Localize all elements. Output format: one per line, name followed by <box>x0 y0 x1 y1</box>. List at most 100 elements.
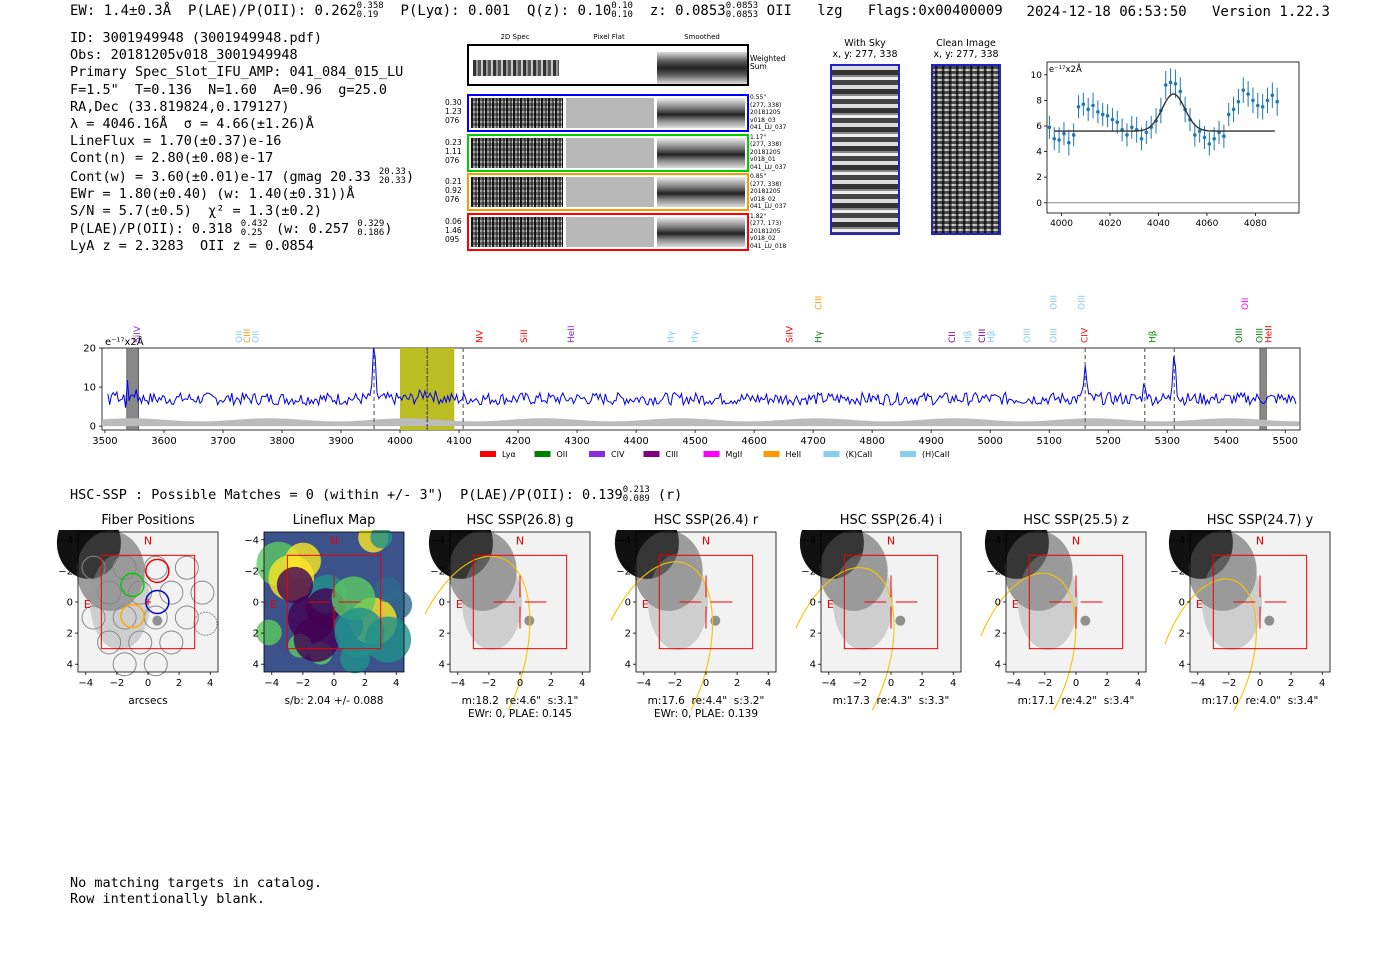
z-line: OII <box>766 3 792 19</box>
y-tick-label: 2 <box>625 629 631 640</box>
data-point <box>1081 102 1086 107</box>
galaxy-outskirts <box>648 554 708 650</box>
panel-caption-line1: s/b: 2.04 +/- 0.088 <box>284 695 384 707</box>
cutout-smoothed <box>657 98 745 128</box>
line-label: Hγ <box>691 330 701 343</box>
x-tick-label: 5100 <box>1036 436 1061 447</box>
info-lineflux: LineFlux = 1.70(±0.37)e-16 <box>70 133 282 150</box>
cutout-left-stat: 1.46 <box>445 225 462 235</box>
data-point <box>1270 93 1275 98</box>
info-plae: P(LAE)/P(OII): 0.318 0.432 0.25 (w: 0.257… <box>70 219 393 239</box>
y-tick-label: 0 <box>253 598 259 609</box>
data-point <box>1241 88 1246 92</box>
qz-value: Q(z): 0.10 <box>526 3 612 19</box>
galaxy-outskirts <box>833 554 893 650</box>
y-tick-label: −4 <box>616 535 631 546</box>
target-source <box>152 615 163 626</box>
qz-lo: 0.10 <box>611 10 633 20</box>
line-label: OIII <box>1023 328 1033 343</box>
x-tick-label: 5200 <box>1095 436 1120 447</box>
footer-line2: Row intentionally blank. <box>70 890 266 907</box>
detection-info: ID: 3001949948 (3001949948.pdf) Obs: 201… <box>70 30 414 256</box>
north-label: N <box>702 534 710 547</box>
east-label: E <box>642 598 649 611</box>
zoom-fit-plot: 4000 4020 4040 4060 4080 0 2 4 6 8 10 e⁻¹⁷x2Å <box>1031 61 1300 229</box>
y-tick-label: 2 <box>253 629 259 640</box>
data-point <box>1251 98 1255 103</box>
y-tick-label: −2 <box>58 566 73 577</box>
y-tick-label: 0 <box>90 422 96 433</box>
cutout-right-info: 1.17" (277, 338) 20181205 v018_01 041_LU_037 <box>750 134 800 172</box>
data-point <box>1207 142 1212 146</box>
cutout-left-stats: 0.30 1.23 076 <box>445 98 467 125</box>
cutout-row <box>467 133 749 172</box>
legend-swatch <box>589 451 605 457</box>
y-tick-label: 0 <box>67 598 73 609</box>
data-point <box>1105 113 1110 118</box>
legend-swatch <box>823 451 840 457</box>
x-tick-label: 4040 <box>1147 219 1170 229</box>
x-tick-label: 3600 <box>151 436 176 447</box>
line-label: Hβ <box>1148 330 1158 343</box>
x-tick-label: 4100 <box>446 436 471 447</box>
y-tick-label: −2 <box>986 566 1001 577</box>
y-axis-label: e⁻¹⁷x2Å <box>1049 63 1082 75</box>
galaxy-outskirts <box>462 554 522 650</box>
y-tick-label: 4 <box>995 660 1001 671</box>
info-plae-w-hi: 0.329 <box>357 219 385 230</box>
cutout-right-line: 0.85" <box>750 173 767 180</box>
line-label: HeII <box>567 325 577 343</box>
x-tick-label: 5300 <box>1154 436 1179 447</box>
aperture-ellipse <box>425 555 531 710</box>
lineflux-blob <box>370 530 393 549</box>
panel-title: HSC SSP(24.7) y <box>1206 513 1314 528</box>
ew-value: EW: 1.4±0.3Å <box>70 3 172 19</box>
info-params: F=1.5" T=0.136 N=1.60 A=0.96 g=25.0 <box>70 81 387 98</box>
data-point <box>1100 112 1105 117</box>
y-tick-label: −2 <box>244 566 259 577</box>
x-tick-label: 4000 <box>1050 219 1073 229</box>
weighted-2dspec <box>473 60 559 76</box>
x-tick-label: 0 <box>703 678 709 689</box>
header-summary: EW: 1.4±0.3Å P(LAE)/P(OII): 0.262 0.358 0.… <box>70 2 1003 20</box>
cutout-right-line: (277, 338) <box>750 141 782 149</box>
panel-caption-line1: m:18.2 re:4.6" s:3.1" <box>461 695 579 707</box>
line-label: SiIV <box>133 325 143 343</box>
legend-swatch <box>534 451 551 457</box>
data-point <box>1091 103 1095 108</box>
line-label: Hβ <box>987 330 997 343</box>
hsc-panel: N E −4 4 −2 2 0 0 2 −2 4 −4 <box>981 530 1147 710</box>
x-tick-label: −2 <box>1038 678 1053 689</box>
hsc-panel: N E −4 4 −2 2 0 0 2 −2 4 −4 <box>1165 530 1331 710</box>
x-tick-label: 2 <box>1104 678 1110 689</box>
x-tick-label: 0 <box>331 678 337 689</box>
legend-label: Lyα <box>502 450 516 459</box>
cutout-smoothed <box>657 216 745 247</box>
data-point <box>1202 135 1207 140</box>
x-tick-label: 4020 <box>1099 219 1122 229</box>
cutout-left-stat: 076 <box>445 195 460 204</box>
line-label: OIII <box>1049 295 1059 310</box>
data-point <box>1071 133 1076 137</box>
panel-caption: s/b: 2.04 +/- 0.088 <box>244 695 424 708</box>
data-point <box>1212 136 1216 141</box>
info-contw: Cont(w) = 3.60(±0.01)e-17 (gmag 20.33 20… <box>70 166 415 186</box>
cutout-row <box>467 173 749 211</box>
cutout-left-stat: 0.23 <box>445 137 462 147</box>
x-tick-label: 5000 <box>977 436 1002 447</box>
panel-title: HSC SSP(25.5) z <box>1023 513 1129 528</box>
panel-caption-line1: m:17.1 re:4.2" s:3.4" <box>1017 695 1135 707</box>
x-tick-label: 4700 <box>800 436 825 447</box>
z-value: z: 0.0853 <box>649 3 726 19</box>
cutout-left-stat: 0.92 <box>445 186 462 195</box>
fiber-red <box>145 558 170 584</box>
y-tick-label: −4 <box>1170 535 1185 546</box>
line-label: CIII <box>814 296 824 310</box>
weighted-sum-row <box>467 44 749 86</box>
with-sky-label: With Sky <box>844 38 886 49</box>
cutout-right-line: 0.55" <box>750 94 767 101</box>
data-point <box>1260 104 1265 109</box>
east-label: E <box>270 598 277 611</box>
x-tick-label: 4 <box>765 678 771 689</box>
